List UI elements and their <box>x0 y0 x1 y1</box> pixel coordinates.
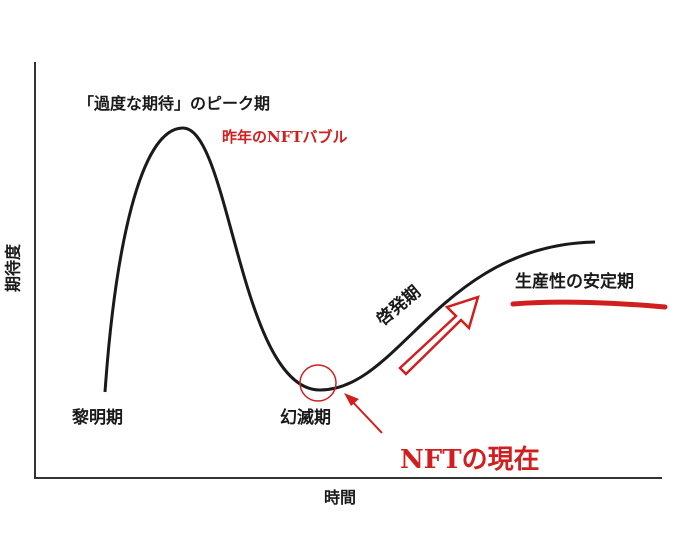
plateau-underline <box>510 299 668 310</box>
hype-curve <box>103 126 596 393</box>
upward-arrow <box>398 295 480 376</box>
peak-label: 「過度な期待」のピーク期 <box>78 94 270 113</box>
y-axis-label: 期待度 <box>4 243 23 292</box>
now-annotation: NFTの現在 <box>400 445 540 475</box>
trough-label: 幻滅期 <box>280 407 331 428</box>
x-axis-label: 時間 <box>324 488 356 507</box>
pointer-arrow <box>344 393 383 434</box>
current-position-circle <box>299 364 337 402</box>
plateau-label: 生産性の安定期 <box>515 271 634 292</box>
last-year-annotation: 昨年のNFTバブル <box>222 128 348 146</box>
trigger-label: 黎明期 <box>72 407 123 428</box>
